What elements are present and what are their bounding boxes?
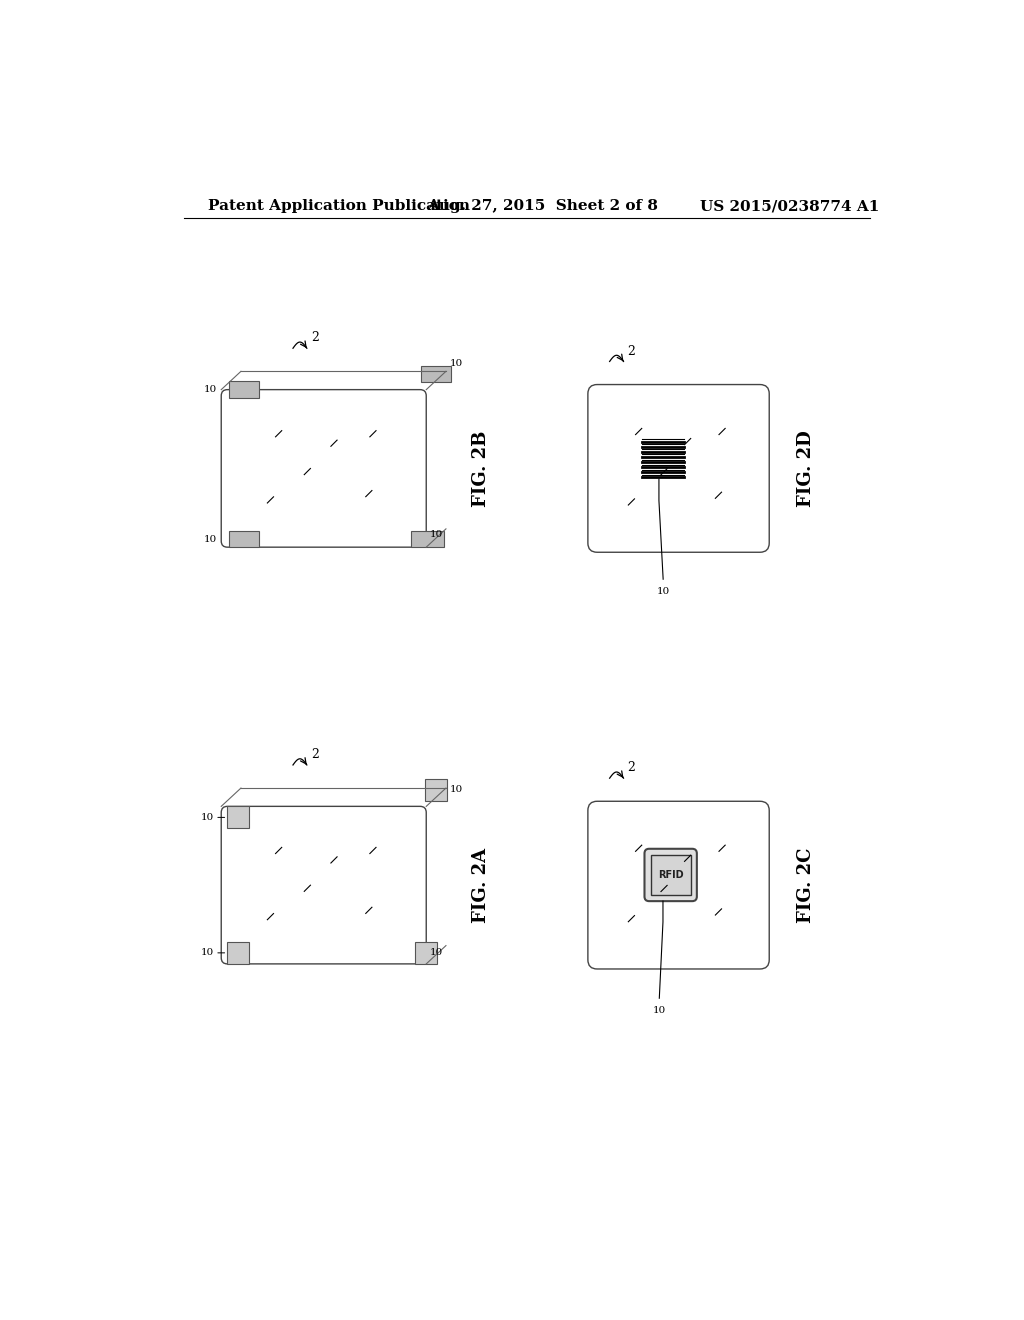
Bar [229,531,259,548]
Bar [650,855,691,895]
Text: FIG. 2A: FIG. 2A [472,847,489,923]
Bar [415,941,437,964]
Text: US 2015/0238774 A1: US 2015/0238774 A1 [700,199,880,213]
Bar [425,779,447,801]
Bar [412,531,444,548]
FancyBboxPatch shape [588,384,769,552]
Text: 10: 10 [430,531,443,539]
FancyBboxPatch shape [221,389,426,548]
Bar [227,807,250,829]
Text: 10: 10 [450,785,463,795]
Text: 10: 10 [652,1006,666,1015]
Text: 10: 10 [656,587,670,595]
Text: 10: 10 [204,535,217,544]
Bar [229,381,259,397]
Text: RFID: RFID [657,870,683,880]
Text: 2: 2 [628,345,635,358]
Text: Aug. 27, 2015  Sheet 2 of 8: Aug. 27, 2015 Sheet 2 of 8 [427,199,658,213]
Text: 2: 2 [310,331,318,345]
Text: 10: 10 [204,385,217,395]
Text: 10: 10 [201,948,214,957]
Bar [421,366,452,383]
Text: 10: 10 [450,359,463,368]
Text: 10: 10 [201,813,214,822]
FancyBboxPatch shape [221,807,426,964]
Text: FIG. 2B: FIG. 2B [472,430,489,507]
Text: FIG. 2C: FIG. 2C [798,847,815,923]
Text: FIG. 2D: FIG. 2D [798,430,815,507]
Text: 2: 2 [310,748,318,762]
FancyBboxPatch shape [644,849,697,902]
Text: Patent Application Publication: Patent Application Publication [208,199,470,213]
Bar [227,941,250,964]
Text: 10: 10 [430,948,443,957]
FancyBboxPatch shape [588,801,769,969]
Text: 2: 2 [628,762,635,775]
